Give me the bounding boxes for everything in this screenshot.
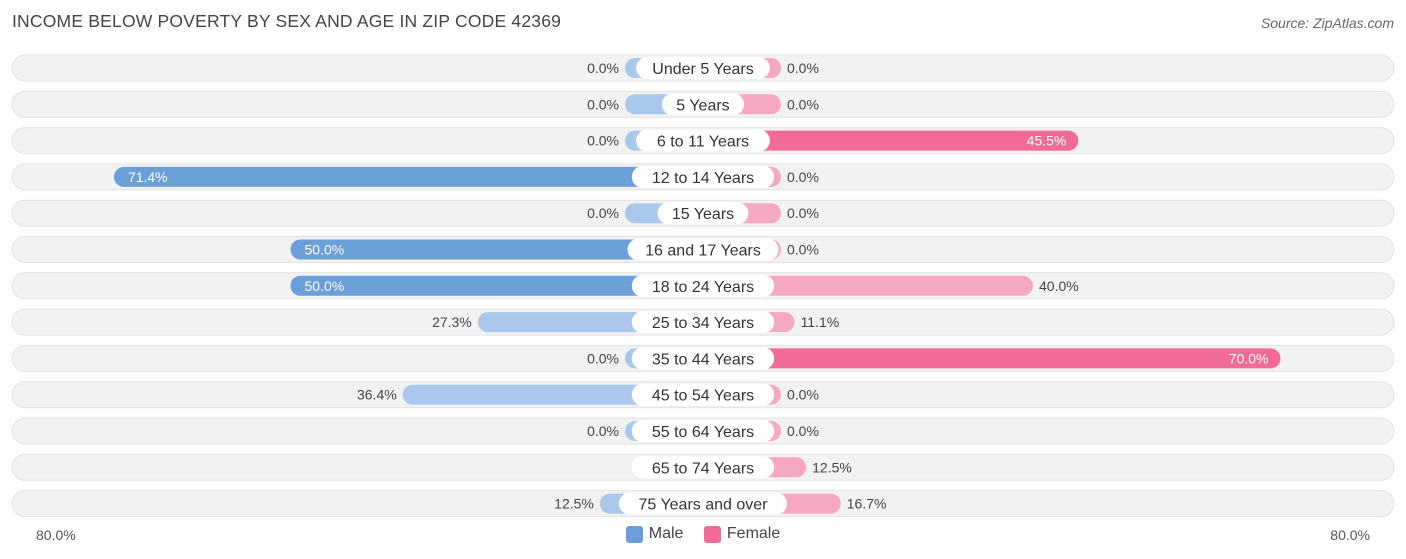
female-value-label: 0.0% bbox=[787, 242, 819, 258]
male-bar bbox=[113, 166, 703, 187]
male-value-label: 0.0% bbox=[587, 133, 619, 149]
male-bar bbox=[290, 275, 703, 296]
category-label-bg bbox=[627, 238, 779, 261]
category-label-bg bbox=[618, 492, 788, 515]
axis-right-max-label: 80.0% bbox=[1330, 527, 1370, 543]
category-label: 6 to 11 Years bbox=[657, 134, 749, 151]
category-label-bg bbox=[657, 202, 749, 225]
male-swatch bbox=[625, 525, 643, 543]
chart-row: 36.4% 0.0% 45 to 54 Years bbox=[11, 381, 1395, 409]
chart-row: 0.0% 0.0% 55 to 64 Years bbox=[11, 417, 1395, 445]
chart-row: 0.0% 0.0% 15 Years bbox=[11, 199, 1395, 227]
male-value-label: 36.4% bbox=[357, 387, 397, 403]
category-label: 15 Years bbox=[672, 206, 734, 223]
chart-row: 0.0% 70.0% 35 to 44 Years bbox=[11, 344, 1395, 372]
male-bar bbox=[290, 239, 703, 260]
chart-row: 3.1%12.5%65 to 74 Years bbox=[11, 453, 1395, 481]
female-value-label: 0.0% bbox=[787, 169, 819, 185]
chart-row: 0.0% 0.0% 5 Years bbox=[11, 90, 1395, 118]
female-bar bbox=[703, 275, 1033, 296]
category-label: 18 to 24 Years bbox=[652, 279, 754, 296]
chart-title: INCOME BELOW POVERTY BY SEX AND AGE IN Z… bbox=[12, 11, 562, 31]
category-label-bg bbox=[661, 93, 745, 116]
male-value-label: 0.0% bbox=[587, 423, 619, 439]
chart-row: 71.4% 0.0% 12 to 14 Years bbox=[11, 163, 1395, 191]
female-value-label: 12.5% bbox=[812, 459, 852, 475]
category-label: 16 and 17 Years bbox=[645, 243, 761, 260]
female-bar bbox=[703, 130, 1079, 151]
male-value-label: 0.0% bbox=[587, 96, 619, 112]
category-label: 25 to 34 Years bbox=[652, 315, 754, 332]
source-credit: Source: ZipAtlas.com bbox=[1260, 15, 1394, 31]
female-value-label: 45.5% bbox=[1027, 133, 1067, 149]
male-bar bbox=[402, 384, 703, 405]
female-value-label: 16.7% bbox=[847, 496, 887, 512]
category-label-bg bbox=[631, 383, 775, 406]
female-value-label: 0.0% bbox=[787, 205, 819, 221]
legend-item-male[interactable]: Male bbox=[625, 525, 684, 543]
female-value-label: 11.1% bbox=[801, 314, 840, 330]
category-label-bg bbox=[636, 129, 770, 152]
chart-row: 0.0% 0.0% Under 5 Years bbox=[11, 54, 1395, 82]
category-label: Under 5 Years bbox=[652, 61, 753, 78]
male-value-label: 0.0% bbox=[587, 350, 619, 366]
female-bar bbox=[703, 348, 1281, 369]
category-label: 75 Years and over bbox=[639, 497, 769, 514]
legend-item-female[interactable]: Female bbox=[703, 525, 781, 543]
chart-row: 0.0% 45.5% 6 to 11 Years bbox=[11, 127, 1395, 155]
chart-legend: Male Female bbox=[0, 525, 1406, 548]
axis-left-max-label: 80.0% bbox=[36, 527, 76, 543]
legend-female-label: Female bbox=[726, 525, 781, 542]
category-label-bg bbox=[636, 57, 770, 79]
category-label: 65 to 74 Years bbox=[652, 460, 754, 477]
category-label: 45 to 54 Years bbox=[652, 388, 754, 405]
male-value-label: 0.0% bbox=[587, 205, 619, 221]
male-value-label: 0.0% bbox=[587, 60, 619, 76]
female-value-label: 0.0% bbox=[787, 96, 819, 112]
category-label-bg bbox=[631, 347, 775, 370]
male-value-label: 12.5% bbox=[554, 496, 594, 512]
category-label: 12 to 14 Years bbox=[652, 170, 754, 187]
category-label-bg bbox=[631, 420, 775, 442]
female-value-label: 0.0% bbox=[787, 423, 819, 439]
female-swatch bbox=[703, 525, 721, 543]
category-label: 55 to 64 Years bbox=[652, 424, 754, 441]
chart-row: 27.3% 11.1% 25 to 34 Years bbox=[11, 308, 1395, 336]
category-label: 5 Years bbox=[676, 97, 729, 114]
female-value-label: 0.0% bbox=[787, 60, 819, 76]
chart-row: 50.0% 40.0% 18 to 24 Years bbox=[11, 272, 1395, 300]
category-label-bg bbox=[631, 311, 775, 334]
category-label-bg bbox=[631, 274, 775, 297]
male-value-label: 71.4% bbox=[128, 169, 168, 185]
chart-row: 12.5% 16.7% 75 Years and over bbox=[11, 490, 1395, 518]
chart-row: 50.0% 0.0% 16 and 17 Years bbox=[11, 236, 1395, 263]
female-value-label: 70.0% bbox=[1229, 350, 1269, 366]
male-value-label: 50.0% bbox=[305, 242, 345, 258]
male-value-label: 50.0% bbox=[305, 278, 345, 294]
category-label-bg bbox=[631, 456, 775, 479]
legend-male-label: Male bbox=[648, 525, 684, 542]
male-value-label: 27.3% bbox=[432, 314, 472, 330]
category-label: 35 to 44 Years bbox=[652, 351, 754, 368]
category-label-bg bbox=[631, 165, 775, 188]
female-value-label: 40.0% bbox=[1039, 278, 1079, 294]
female-value-label: 0.0% bbox=[787, 387, 819, 403]
